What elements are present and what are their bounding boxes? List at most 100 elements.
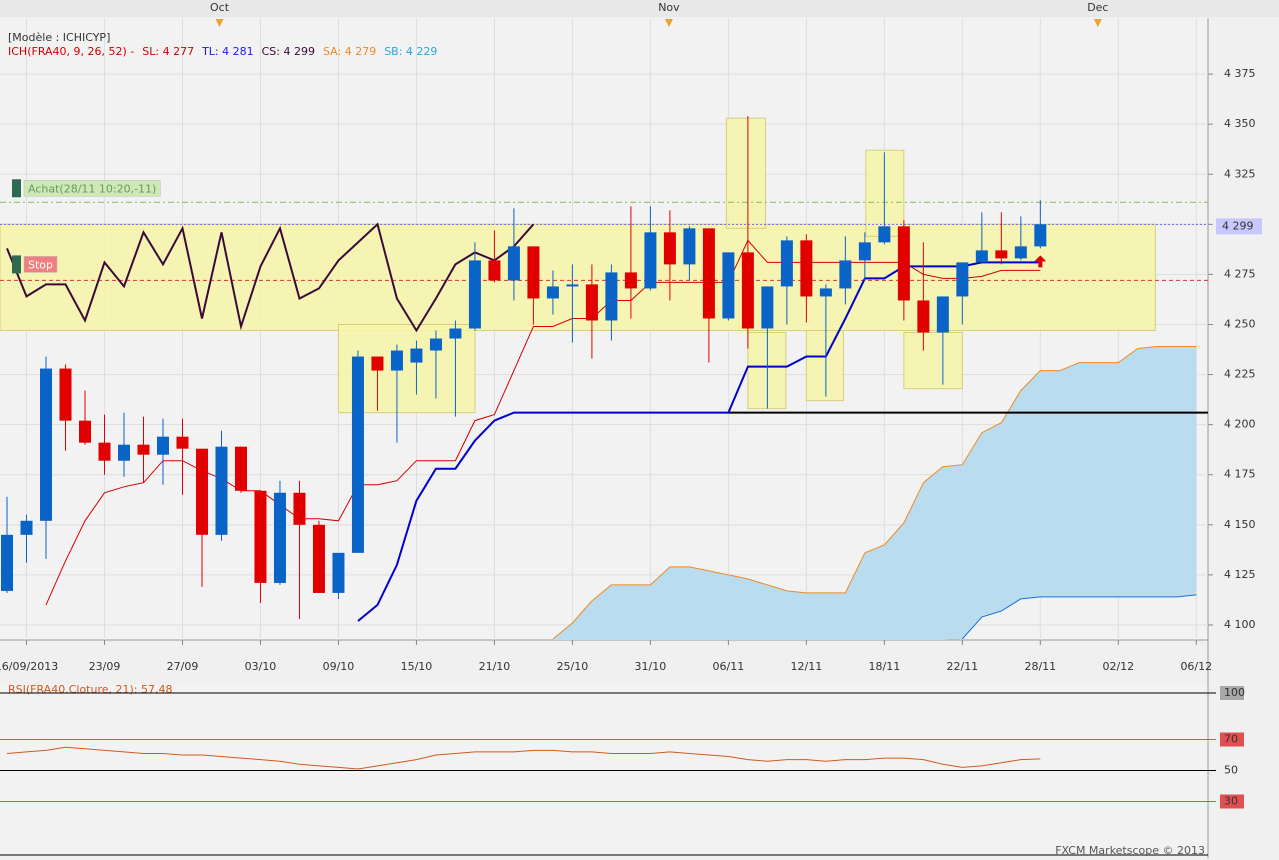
candle-body — [59, 368, 72, 421]
rsi-title: RSI(FRA40.Cloture, 21): 57,48 — [8, 683, 172, 696]
legend-entry: SB: 4 229 — [384, 45, 437, 58]
x-tick-label: 28/11 — [1024, 660, 1056, 673]
candle-body — [722, 252, 735, 319]
candle-body — [79, 420, 92, 443]
y-tick-label: 4 325 — [1224, 167, 1256, 180]
candle-body — [137, 444, 150, 455]
legend-entry: CS: 4 299 — [262, 45, 315, 58]
price-tag-bg — [1216, 218, 1262, 235]
candle-body — [371, 356, 384, 371]
candle-body — [293, 492, 306, 525]
candle-body — [858, 242, 871, 261]
x-tick-label: 22/11 — [946, 660, 978, 673]
x-tick-label: 18/11 — [869, 660, 901, 673]
month-marker — [215, 19, 224, 27]
candle-body — [702, 228, 715, 319]
y-tick-label: 4 250 — [1224, 317, 1256, 330]
candle-body — [98, 442, 111, 461]
candle-body — [312, 524, 325, 593]
candle-body — [936, 296, 949, 333]
candle-body — [410, 348, 423, 363]
candle-body — [1014, 246, 1027, 259]
candle-body — [156, 436, 169, 455]
order-label-bg — [23, 256, 58, 273]
x-tick-label: 15/10 — [401, 660, 433, 673]
legend-entry: ICH(FRA40, 9, 26, 52) - — [8, 45, 134, 58]
candle-body — [663, 232, 676, 265]
candle-body — [390, 350, 403, 371]
order-marker — [12, 255, 21, 274]
candle-body — [488, 260, 501, 281]
candle-body — [585, 284, 598, 321]
indicator-line — [357, 261, 1041, 622]
month-strip — [0, 0, 1279, 17]
rsi-tick-label: 50 — [1224, 764, 1238, 777]
cloud-edge — [552, 346, 1197, 640]
month-marker — [664, 19, 673, 27]
legend-entry: TL: 4 281 — [201, 45, 254, 58]
indicator-legend: ICH(FRA40, 9, 26, 52) - SL: 4 277 TL: 4 28… — [8, 45, 437, 58]
x-tick-label: 16/09/2013 — [0, 660, 58, 673]
candle-body — [839, 260, 852, 289]
candle-body — [176, 436, 189, 449]
y-tick-label: 4 125 — [1224, 568, 1256, 581]
y-tick-label: 4 225 — [1224, 368, 1256, 381]
candle-body — [449, 328, 462, 339]
candle-body — [195, 448, 208, 535]
candle-body — [215, 446, 228, 535]
candle-body — [1, 534, 14, 591]
rsi-tick-label: 100 — [1224, 686, 1245, 699]
candle-body — [624, 272, 637, 289]
signal-arrow — [1034, 255, 1047, 268]
candle-body — [468, 260, 481, 329]
x-tick-label: 09/10 — [323, 660, 355, 673]
y-tick-label: 4 175 — [1224, 468, 1256, 481]
candle-body — [644, 232, 657, 289]
order-label: Achat(28/11 10:20,-11) — [28, 182, 156, 195]
y-tick-label: 4 275 — [1224, 267, 1256, 280]
candle-body — [117, 444, 130, 461]
rsi-tick-label: 70 — [1224, 733, 1238, 746]
rsi-tick-bg — [1220, 794, 1244, 809]
candle-body — [254, 490, 267, 583]
candle-body — [566, 284, 579, 287]
rsi-tick-bg — [1220, 686, 1244, 700]
y-tick-label: 4 350 — [1224, 117, 1256, 130]
candle-body — [20, 520, 33, 535]
indicator-line — [6, 222, 535, 333]
candle-body — [975, 250, 988, 263]
candle-body — [40, 368, 53, 521]
x-tick-label: 23/09 — [89, 660, 121, 673]
candle-body — [507, 246, 520, 281]
rsi-tick-label: 30 — [1224, 795, 1238, 808]
candle-body — [741, 252, 754, 329]
x-tick-label: 12/11 — [791, 660, 823, 673]
candle-body — [546, 286, 559, 299]
candle-body — [351, 356, 364, 553]
footer: FXCM Marketscope © 2013 — [1055, 844, 1205, 857]
order-label: Stop — [28, 258, 53, 271]
x-tick-label: 31/10 — [635, 660, 667, 673]
highlight-zone — [805, 330, 844, 402]
rsi-plot — [6, 746, 1041, 770]
order-marker — [12, 179, 21, 198]
y-tick-label: 4 375 — [1224, 67, 1256, 80]
x-tick-label: 06/11 — [713, 660, 745, 673]
indicator-line — [45, 239, 1041, 606]
candle-body — [683, 228, 696, 265]
candle-body — [897, 226, 910, 301]
candle-body — [429, 338, 442, 351]
month-label: Oct — [210, 1, 230, 14]
price-plot — [0, 18, 1208, 640]
candle-body — [819, 288, 832, 297]
legend-entry: SA: 4 279 — [323, 45, 376, 58]
rsi-panel — [0, 684, 1208, 854]
candle-body — [605, 272, 618, 321]
ichimoku-cloud — [552, 346, 1197, 640]
model-label: [Modèle : ICHICYP] — [8, 31, 110, 44]
month-label: Dec — [1087, 1, 1108, 14]
candle-body — [761, 286, 774, 329]
candle-body — [917, 300, 930, 333]
candle-body — [956, 262, 969, 297]
